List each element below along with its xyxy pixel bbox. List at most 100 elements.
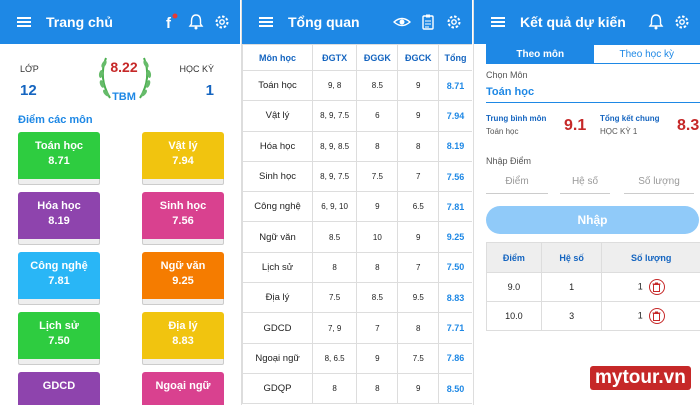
subject-card[interactable]: Ngữ văn 9.25 bbox=[142, 252, 224, 305]
score-cell: 9 bbox=[397, 69, 440, 102]
trash-icon[interactable] bbox=[648, 308, 665, 324]
subject-cell: GDCD bbox=[242, 312, 314, 344]
gear-icon[interactable] bbox=[672, 12, 692, 32]
total-cell: 9.25 bbox=[438, 221, 472, 253]
subject-score: 7.81 bbox=[48, 275, 70, 287]
score-header: LỚP 12 8.22 TBM HỌC KỲ 1 bbox=[0, 44, 240, 112]
prediction-app-bar: Kết quả dự kiến bbox=[474, 0, 700, 44]
entry-value: 1 bbox=[637, 310, 643, 321]
table-row[interactable]: GDCD 7, 9 7 8 7.71 bbox=[242, 312, 472, 344]
subject-score: 7.94 bbox=[172, 155, 194, 167]
class-value: 12 bbox=[20, 82, 37, 99]
subject-select[interactable]: Toán học bbox=[486, 86, 535, 98]
score-cell: 9.5 bbox=[397, 282, 440, 314]
table-row[interactable]: Ngữ văn 8.5 10 9 9.25 bbox=[242, 221, 472, 253]
trash-icon[interactable] bbox=[648, 279, 665, 295]
table-row[interactable]: Toán học 9, 8 8.5 9 8.71 bbox=[242, 69, 472, 102]
subject-card[interactable]: Sinh học 7.56 bbox=[142, 192, 224, 245]
table-row[interactable]: GDQP 8 8 9 8.50 bbox=[242, 372, 472, 405]
total-cell: 8.19 bbox=[438, 130, 472, 162]
overall-label: Tổng kết chung bbox=[600, 114, 660, 123]
gear-icon[interactable] bbox=[212, 12, 232, 32]
average-score: 8.22 bbox=[110, 59, 138, 75]
bell-icon[interactable] bbox=[646, 12, 666, 32]
score-cell: 8, 9, 8.5 bbox=[312, 130, 358, 162]
prediction-title: Kết quả dự kiến bbox=[520, 14, 626, 30]
subject-card[interactable]: Ngoại ngữ bbox=[142, 372, 224, 405]
subject-card[interactable]: Địa lý 8.83 bbox=[142, 312, 224, 365]
column-header: Môn học bbox=[242, 44, 314, 71]
score-cell: 8, 6.5 bbox=[312, 342, 358, 374]
score-cell: 8 bbox=[356, 130, 399, 162]
tab-by-semester[interactable]: Theo học kỳ bbox=[593, 45, 700, 63]
entry-cell: 9.0 bbox=[486, 272, 542, 302]
subject-select-underline bbox=[486, 102, 700, 103]
entry-value: 3 bbox=[569, 311, 575, 321]
semester-value: 1 bbox=[205, 82, 214, 99]
table-row[interactable]: Sinh học 8, 9, 7.5 7.5 7 7.56 bbox=[242, 160, 472, 193]
score-cell: 8.5 bbox=[356, 69, 399, 102]
subject-name: Ngoại ngữ bbox=[155, 380, 211, 392]
subject-card[interactable]: Lịch sử 7.50 bbox=[18, 312, 100, 365]
facebook-icon[interactable]: f bbox=[160, 12, 180, 32]
score-cell: 6 bbox=[356, 100, 399, 132]
subject-score: 7.50 bbox=[48, 335, 70, 347]
score-cell: 8.5 bbox=[356, 282, 399, 314]
clipboard-icon[interactable] bbox=[418, 12, 438, 32]
subject-cell: GDQP bbox=[242, 372, 314, 405]
overview-table: Môn học ĐGTX ĐGGK ĐGCK Tổng Toán học 9, 8 8.5 9… bbox=[242, 44, 472, 405]
table-row[interactable]: Ngoại ngữ 8, 6.5 9 7.5 7.86 bbox=[242, 342, 472, 374]
subject-card[interactable]: Hóa học 8.19 bbox=[18, 192, 100, 245]
score-cell: 9 bbox=[397, 100, 440, 132]
quantity-input[interactable]: Số lượng bbox=[624, 176, 694, 194]
subject-card[interactable]: GDCD bbox=[18, 372, 100, 405]
home-screen: Trang chủ f LỚP 12 8.22 TBM HỌC KỲ 1 Điể… bbox=[0, 0, 240, 405]
eye-icon[interactable] bbox=[392, 12, 412, 32]
table-row[interactable]: Công nghệ 6, 9, 10 9 6.5 7.81 bbox=[242, 191, 472, 223]
score-cell: 8 bbox=[356, 251, 399, 284]
score-input[interactable]: Điểm bbox=[486, 176, 548, 194]
score-cell: 8.5 bbox=[312, 221, 358, 253]
entry-cell: 1 bbox=[540, 272, 603, 302]
table-row[interactable]: Địa lý 7.5 8.5 9.5 8.83 bbox=[242, 282, 472, 314]
total-cell: 7.56 bbox=[438, 160, 472, 193]
subject-avg-subject: Toán học bbox=[486, 127, 519, 136]
tab-by-subject[interactable]: Theo môn bbox=[487, 45, 594, 63]
entry-value: 9.0 bbox=[507, 282, 521, 292]
total-cell: 7.86 bbox=[438, 342, 472, 374]
overall-semester: HỌC KỲ 1 bbox=[600, 127, 638, 136]
subject-score: 9.25 bbox=[172, 275, 194, 287]
score-cell: 8 bbox=[397, 130, 440, 162]
total-cell: 8.71 bbox=[438, 69, 472, 102]
subject-avg-label: Trung bình môn bbox=[486, 114, 547, 123]
menu-icon[interactable] bbox=[256, 12, 276, 32]
table-row[interactable]: Lịch sử 8 8 7 7.50 bbox=[242, 251, 472, 284]
subject-card[interactable]: Toán học 8.71 bbox=[18, 132, 100, 185]
total-cell: 7.50 bbox=[438, 251, 472, 284]
overview-app-bar: Tổng quan bbox=[242, 0, 472, 44]
subject-card[interactable]: Vật lý 7.94 bbox=[142, 132, 224, 185]
score-cell: 9, 8 bbox=[312, 69, 358, 102]
bell-icon[interactable] bbox=[186, 12, 206, 32]
score-cell: 8, 9, 7.5 bbox=[312, 160, 358, 193]
laurel-icon bbox=[98, 57, 152, 99]
subject-score: 7.56 bbox=[172, 215, 194, 227]
gear-icon[interactable] bbox=[444, 12, 464, 32]
table-header-row: Môn học ĐGTX ĐGGK ĐGCK Tổng bbox=[242, 44, 472, 71]
enter-button[interactable]: Nhập bbox=[486, 206, 699, 234]
coefficient-input[interactable]: Hệ số bbox=[560, 176, 610, 194]
menu-icon[interactable] bbox=[488, 12, 508, 32]
subject-name: Công nghệ bbox=[30, 260, 88, 272]
svg-text:f: f bbox=[166, 15, 172, 31]
menu-icon[interactable] bbox=[14, 12, 34, 32]
score-cell: 8 bbox=[312, 372, 358, 405]
subject-cell: Công nghệ bbox=[242, 191, 314, 223]
score-entries-table: Điểm Hệ số Số lượng 9.0 1 1 10.0 3 1 bbox=[486, 242, 700, 331]
table-row[interactable]: Hóa học 8, 9, 8.5 8 8 8.19 bbox=[242, 130, 472, 162]
subject-card[interactable]: Công nghệ 7.81 bbox=[18, 252, 100, 305]
subject-name: Địa lý bbox=[168, 320, 198, 332]
subject-name: Sinh học bbox=[159, 200, 207, 212]
subject-cell: Vật lý bbox=[242, 100, 314, 132]
subject-cell: Toán học bbox=[242, 69, 314, 102]
table-row[interactable]: Vật lý 8, 9, 7.5 6 9 7.94 bbox=[242, 100, 472, 132]
